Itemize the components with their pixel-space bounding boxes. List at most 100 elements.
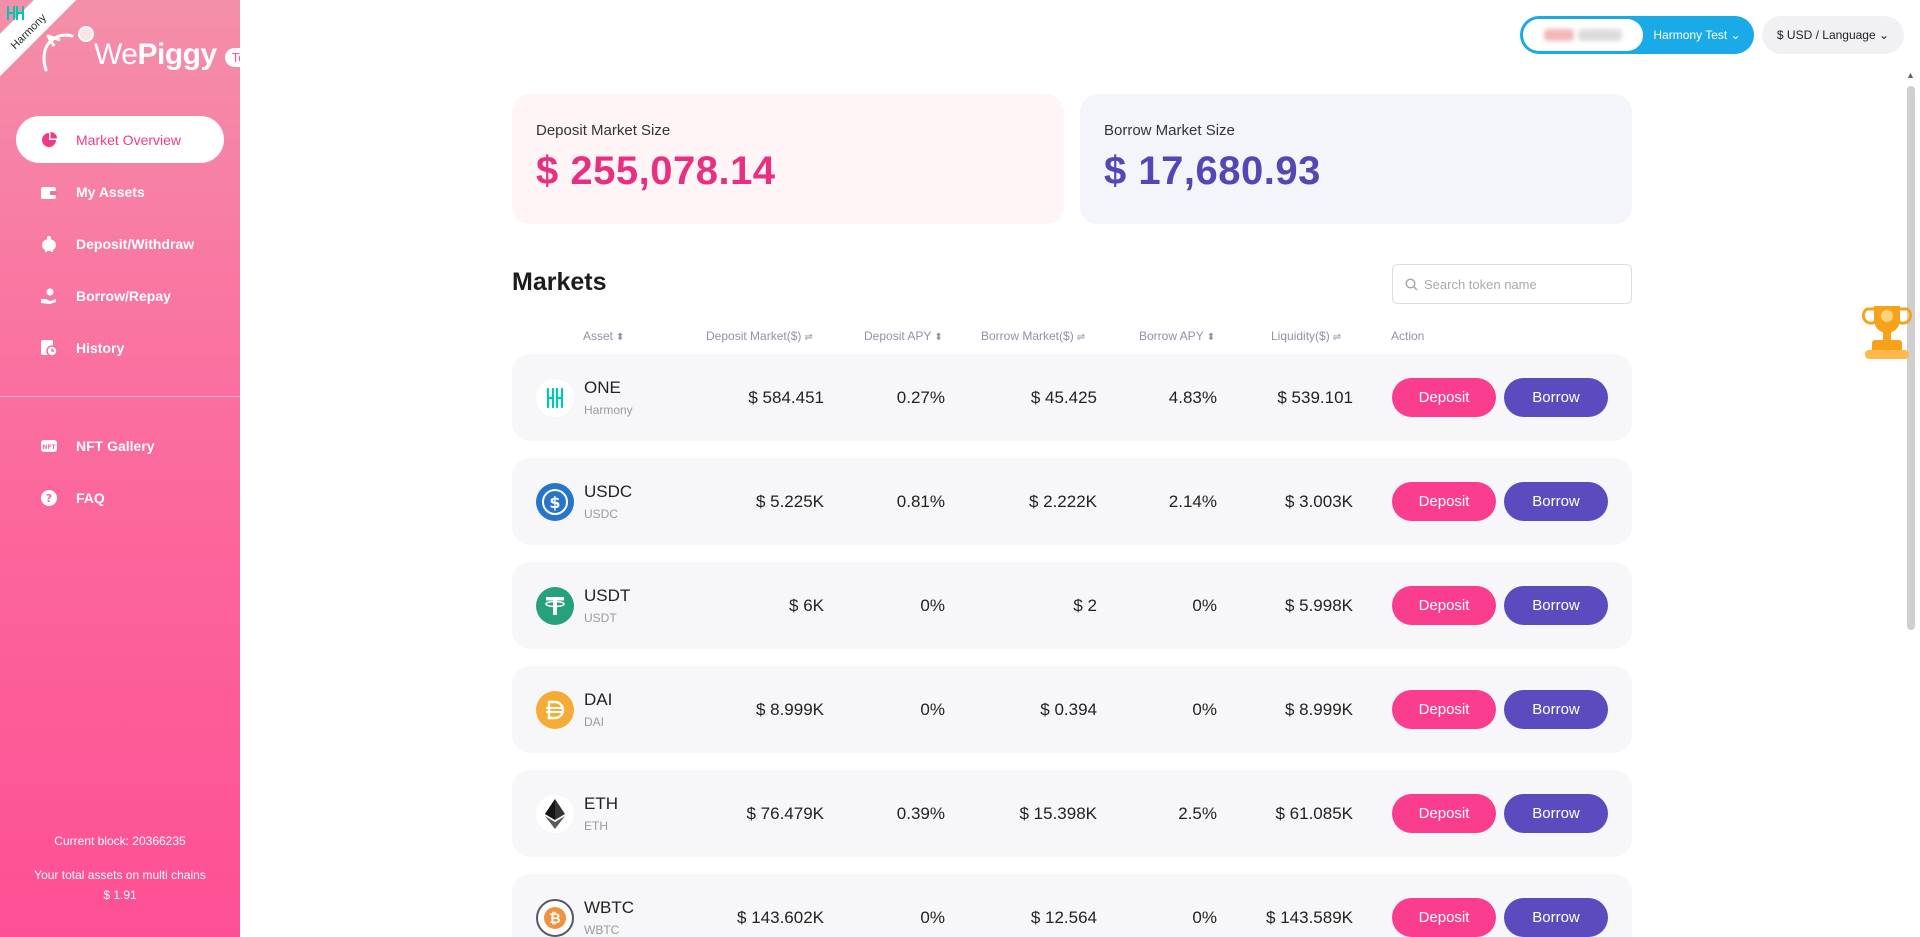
piggy-bank-icon	[40, 235, 58, 253]
deposit-market-value: $ 6K	[789, 595, 824, 615]
wallet-network-button[interactable]: Harmony Test ⌄	[1520, 16, 1754, 54]
nav-label: NFT Gallery	[76, 437, 155, 454]
deposit-button[interactable]: Deposit	[1392, 794, 1496, 833]
borrow-market-value: $ 15.398K	[1019, 803, 1097, 823]
borrow-button[interactable]: Borrow	[1504, 690, 1608, 729]
sidebar: Harmony WePiggy Test Market Overview	[0, 0, 240, 937]
logo-we: We	[94, 38, 138, 71]
nav-label: History	[76, 339, 125, 356]
scroll-up-arrow-icon[interactable]: ▲	[1906, 70, 1915, 80]
question-icon: ?	[40, 489, 58, 507]
borrow-button[interactable]: Borrow	[1504, 378, 1608, 417]
deposit-market-size-label: Deposit Market Size	[536, 122, 671, 139]
nav-item-market-overview[interactable]: Market Overview	[16, 116, 224, 163]
sort-icon: ⬍	[616, 332, 625, 343]
table-row: DAI DAI $ 8.999K 0% $ 0.394 0% $ 8.999K D…	[512, 666, 1632, 753]
asset-name: DAI	[584, 715, 605, 729]
wallet-address[interactable]	[1523, 19, 1643, 51]
main-nav: Market Overview My Assets Deposit/Withdr…	[16, 116, 224, 376]
swap-icon: ⇌	[1332, 332, 1342, 343]
asset-name: WBTC	[584, 923, 620, 937]
scrollbar-thumb[interactable]	[1907, 86, 1915, 630]
column-header-label: Deposit APY	[864, 329, 932, 343]
table-row: $ USDC USDC $ 5.225K 0.81% $ 2.222K 2.14%…	[512, 458, 1632, 545]
logo-wordmark: WePiggy	[94, 38, 217, 72]
total-assets-label: Your total assets on multi chains	[34, 868, 206, 882]
deposit-button[interactable]: Deposit	[1392, 586, 1496, 625]
network-label: Harmony Test	[1653, 28, 1728, 42]
deposit-button[interactable]: Deposit	[1392, 690, 1496, 729]
borrow-market-value: $ 45.425	[1030, 387, 1097, 407]
current-block: Current block: 20366235	[54, 834, 186, 848]
column-header-deposit-market[interactable]: Deposit Market($) ⇌	[706, 329, 813, 343]
column-header-deposit-apy[interactable]: Deposit APY ⬍	[864, 329, 943, 343]
search-input[interactable]	[1424, 276, 1614, 292]
borrow-market-size-label: Borrow Market Size	[1104, 122, 1235, 139]
column-header-borrow-apy[interactable]: Borrow APY ⬍	[1139, 329, 1215, 343]
table-row: ONE Harmony $ 584.451 0.27% $ 45.425 4.83…	[512, 354, 1632, 441]
borrow-button[interactable]: Borrow	[1504, 482, 1608, 521]
asset-symbol: WBTC	[584, 898, 635, 917]
deposit-apy-value: 0%	[920, 907, 945, 927]
chevron-down-icon: ⌄	[1730, 28, 1741, 42]
svg-text:?: ?	[46, 492, 52, 505]
nav-item-my-assets[interactable]: My Assets	[16, 168, 224, 215]
nav-item-faq[interactable]: ? FAQ	[16, 474, 224, 521]
nav-label: My Assets	[76, 183, 145, 200]
currency-language-selector[interactable]: $ USD / Language ⌄	[1762, 16, 1904, 54]
asset-symbol: USDT	[584, 586, 631, 605]
nav-item-deposit-withdraw[interactable]: Deposit/Withdraw	[16, 220, 224, 267]
column-header-label: Asset	[583, 329, 614, 343]
svg-text:$: $	[549, 493, 560, 512]
column-header-label: Liquidity($)	[1271, 329, 1330, 343]
logo-piggy: Piggy	[137, 38, 217, 71]
coin-cell	[536, 666, 574, 753]
coin-cell: ₿	[536, 874, 574, 937]
liquidity-value: $ 8.999K	[1284, 699, 1353, 719]
column-header-label: Borrow Market($)	[981, 329, 1074, 343]
deposit-button[interactable]: Deposit	[1392, 898, 1496, 937]
search-icon	[1405, 277, 1418, 291]
asset-symbol: DAI	[584, 690, 613, 709]
svg-text:₿: ₿	[549, 911, 560, 927]
currency-language-label: $ USD / Language	[1776, 28, 1876, 42]
nav-item-borrow-repay[interactable]: Borrow/Repay	[16, 272, 224, 319]
asset-cell: USDT USDT	[584, 562, 630, 649]
borrow-button[interactable]: Borrow	[1504, 898, 1608, 937]
address-blur	[1544, 29, 1574, 41]
nav-label: FAQ	[76, 489, 105, 506]
asset-cell: DAI DAI	[584, 666, 612, 753]
search-box[interactable]	[1392, 264, 1632, 304]
borrow-button[interactable]: Borrow	[1504, 586, 1608, 625]
nav-item-nft-gallery[interactable]: NFT NFT Gallery	[16, 422, 224, 469]
coin-cell	[536, 562, 574, 649]
sort-icon: ⬍	[934, 332, 943, 343]
markets-title: Markets	[512, 268, 607, 296]
deposit-market-value: $ 5.225K	[755, 491, 824, 511]
borrow-apy-value: 2.5%	[1178, 803, 1217, 823]
network-selector[interactable]: Harmony Test ⌄	[1643, 28, 1751, 42]
deposit-market-value: $ 8.999K	[755, 699, 824, 719]
asset-symbol: USDC	[584, 482, 633, 501]
wepiggy-logo[interactable]: WePiggy Test	[38, 24, 240, 76]
deposit-market-size-card: Deposit Market Size $ 255,078.14	[512, 94, 1064, 224]
dai-icon	[536, 690, 574, 729]
column-header-borrow-market[interactable]: Borrow Market($) ⇌	[981, 329, 1085, 343]
borrow-button[interactable]: Borrow	[1504, 794, 1608, 833]
borrow-market-value: $ 12.564	[1030, 907, 1097, 927]
liquidity-value: $ 5.998K	[1284, 595, 1353, 615]
borrow-apy-value: 0%	[1192, 907, 1217, 927]
column-header-liquidity[interactable]: Liquidity($) ⇌	[1271, 329, 1341, 343]
usdc-icon: $	[536, 482, 574, 521]
hand-coin-icon	[40, 287, 58, 305]
deposit-apy-value: 0.27%	[896, 387, 945, 407]
swap-icon: ⇌	[804, 332, 813, 343]
column-header-asset[interactable]: Asset ⬍	[583, 329, 624, 343]
coin-cell	[536, 770, 574, 857]
harmony-logo-icon	[7, 6, 24, 20]
deposit-button[interactable]: Deposit	[1392, 378, 1496, 417]
nav-item-history[interactable]: History	[16, 324, 224, 371]
deposit-button[interactable]: Deposit	[1392, 482, 1496, 521]
trophy-icon[interactable]	[1862, 300, 1912, 362]
eth-icon	[536, 794, 574, 833]
